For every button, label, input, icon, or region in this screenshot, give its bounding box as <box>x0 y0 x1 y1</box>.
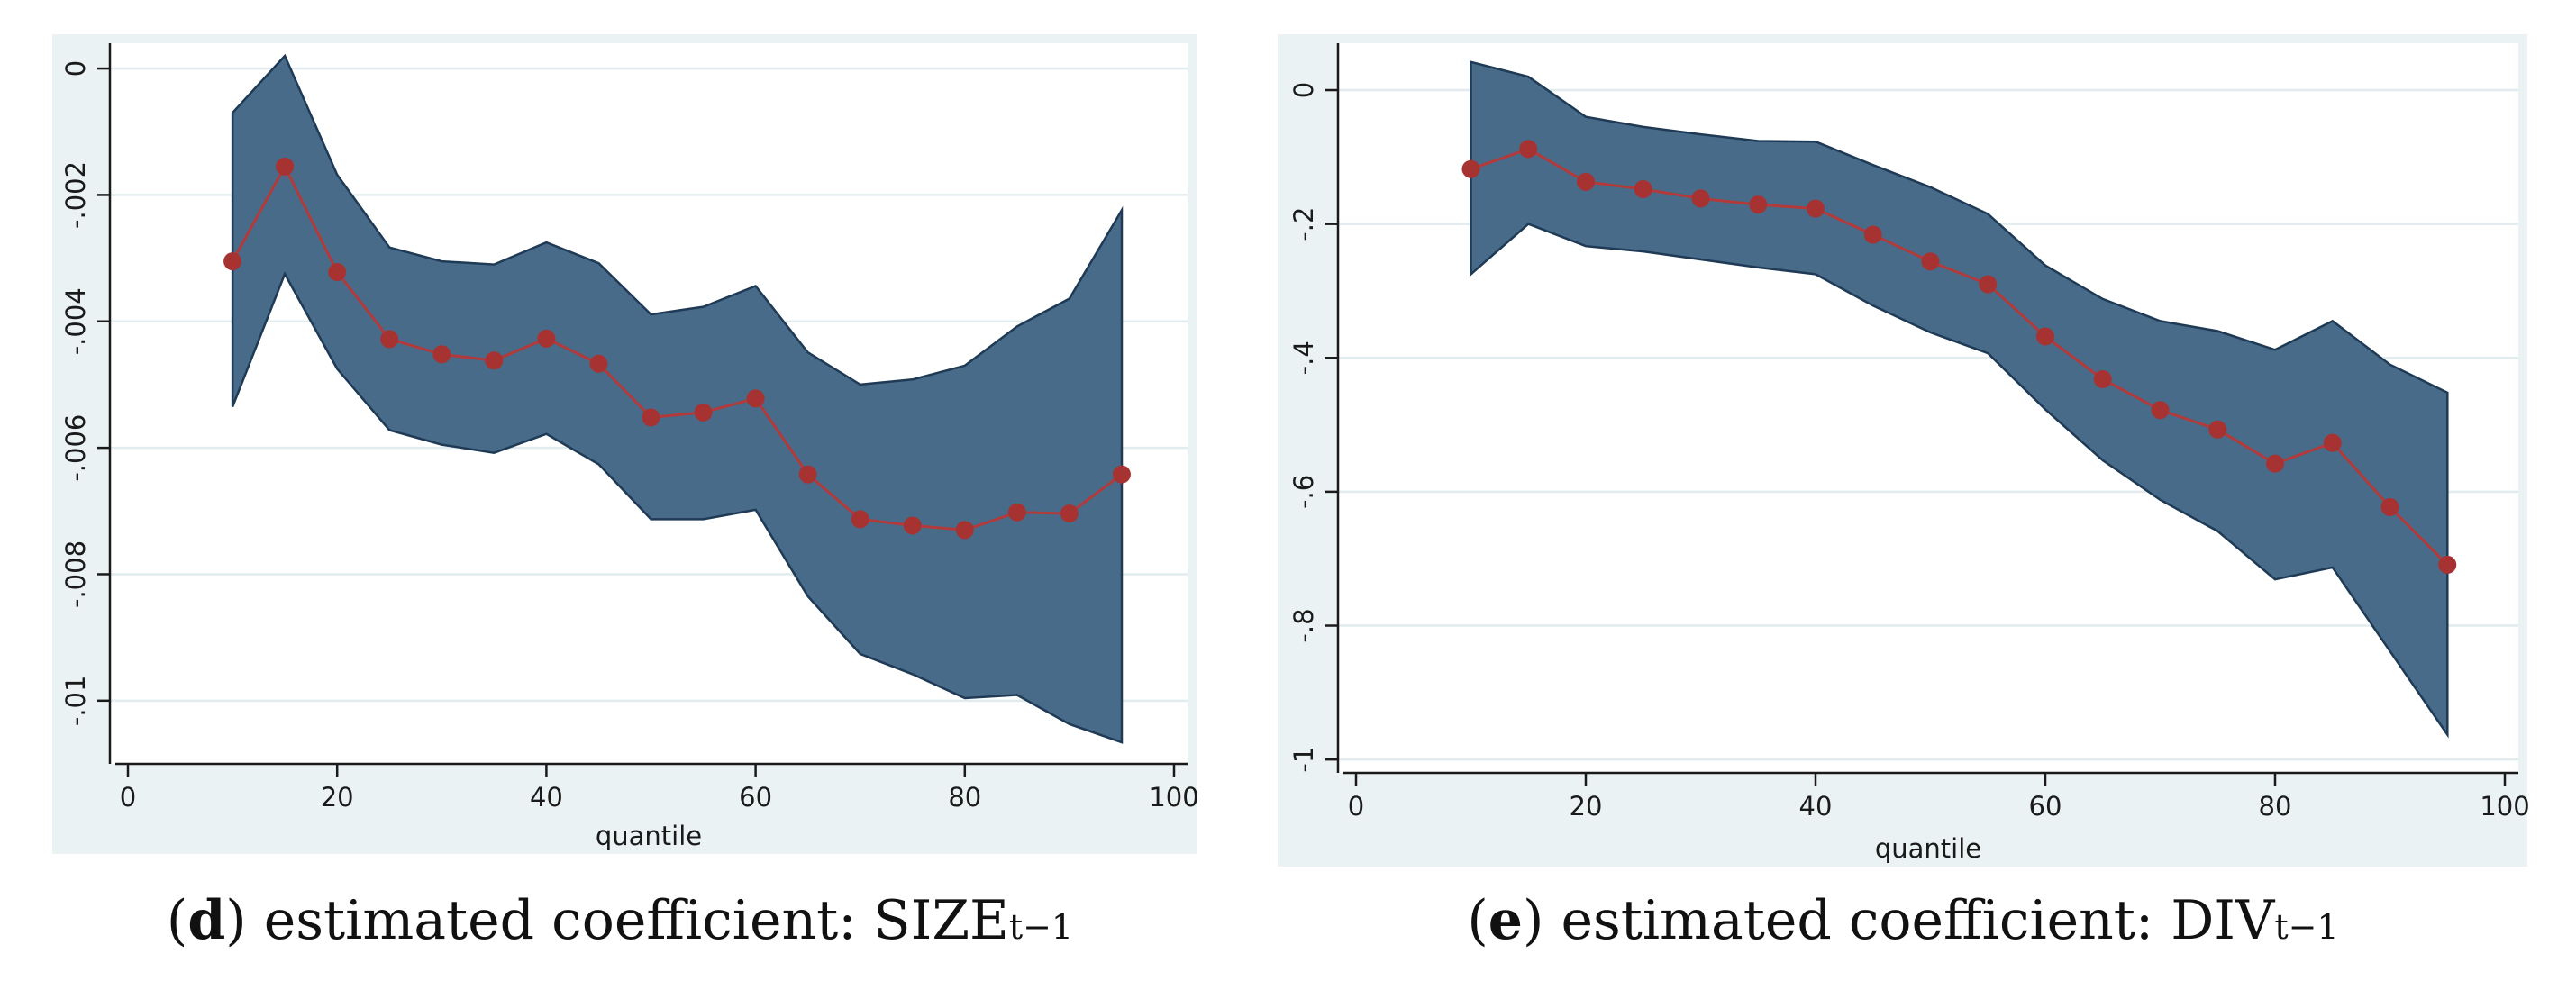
panel-e-caption-subscript: t−1 <box>2274 907 2338 947</box>
panel-e-confidence-band <box>1470 60 2449 739</box>
panel-e-x-tick-label: 80 <box>2259 791 2292 822</box>
panel-e-y-ticks: 0 -.2 -.4 -.6 -.8 -1 <box>1288 82 1338 773</box>
panel-e-point <box>1634 180 1652 198</box>
panel-d-y-tick-label: 0 <box>60 60 91 77</box>
panel-e-coefficient-line <box>1470 147 2449 566</box>
panel-d-point <box>1112 465 1131 484</box>
panel-e-point <box>2380 497 2399 516</box>
panel-e-point <box>1749 195 1768 214</box>
panel-e-x-tick-label: 60 <box>2029 791 2062 822</box>
panel-e-point <box>1979 275 1998 294</box>
panel-d-point <box>1060 504 1079 523</box>
panel-d-point <box>642 408 660 427</box>
panel-e-point <box>1863 225 1882 244</box>
panel-e-y-tick-label: -.4 <box>1288 341 1319 375</box>
panel-d-caption-paren-close: ) <box>225 889 246 952</box>
panel-e-y-tick-label: -1 <box>1288 747 1319 773</box>
panel-d-point <box>432 345 451 364</box>
panel-d-caption-subscript: t−1 <box>1009 907 1073 947</box>
panel-d-point <box>851 510 869 529</box>
panel-d-x-axis-label: quantile <box>596 821 702 851</box>
panel-d-point <box>955 521 974 540</box>
panel-e-point <box>1461 159 1480 178</box>
panel-e-point <box>2208 420 2227 439</box>
panel-e-x-tick-label: 0 <box>1348 791 1364 822</box>
panel-d-y-tick-label: -.006 <box>60 414 91 482</box>
panel-d-y-ticks: 0 -.002 -.004 -.006 -.008 -.01 <box>60 60 110 726</box>
panel-d-point <box>746 389 765 408</box>
panel-e-point <box>2266 454 2284 473</box>
panel-e-point <box>2323 433 2342 452</box>
panel-e-caption-paren-close: ) <box>1523 889 1543 952</box>
panel-e: 0 -.2 -.4 -.6 -.8 -1 0 20 40 60 80 100 quantile <box>1278 34 2530 867</box>
panel-d-caption-text: estimated coefficient: SIZE <box>247 889 1009 952</box>
panel-d-point <box>328 263 347 282</box>
panel-d-y-tick-label: -.01 <box>60 676 91 727</box>
panel-d-y-tick-label: -.008 <box>60 540 91 608</box>
panel-d-caption-letter: d <box>187 889 225 952</box>
panel-d-caption-paren-open: ( <box>167 889 187 952</box>
panel-d-confidence-band <box>231 53 1124 744</box>
panel-d-point <box>537 329 556 348</box>
panel-e-y-tick-label: -.8 <box>1288 608 1319 642</box>
panel-d-caption: (d) estimated coefficient: SIZEt−1 <box>167 889 1073 952</box>
panel-d-point <box>380 330 399 349</box>
panel-d-point <box>1007 503 1026 522</box>
panel-e-point <box>1577 172 1595 191</box>
panel-e-x-tick-label: 40 <box>1799 791 1833 822</box>
panel-e-x-ticks: 0 20 40 60 80 100 <box>1348 773 2530 822</box>
panel-d-point <box>485 351 504 370</box>
panel-e-point <box>2093 370 2112 389</box>
panel-d-x-tick-label: 80 <box>948 782 981 813</box>
panel-d-axes <box>108 43 1188 766</box>
panel-e-point <box>1921 252 1940 271</box>
panel-e-point <box>2438 555 2457 574</box>
panel-e-caption-letter: e <box>1488 889 1523 952</box>
panel-d-points <box>223 157 1131 540</box>
panel-d-x-tick-label: 40 <box>530 782 563 813</box>
panel-e-point <box>2151 401 2170 420</box>
panel-e-points <box>1461 140 2457 574</box>
panel-d-y-tick-label: -.002 <box>60 161 91 229</box>
panel-d-x-tick-label: 20 <box>321 782 354 813</box>
panel-e-y-tick-label: -.6 <box>1288 475 1319 509</box>
panel-e-x-tick-label: 20 <box>1570 791 1603 822</box>
panel-d-x-tick-label: 100 <box>1149 782 1198 813</box>
panel-d-point <box>798 465 817 484</box>
panel-e-y-tick-label: -.2 <box>1288 207 1319 241</box>
panel-e-x-axis-label: quantile <box>1875 833 1981 864</box>
panel-e-point <box>2036 327 2054 346</box>
panel-e-caption: (e) estimated coefficient: DIVt−1 <box>1467 889 2338 952</box>
panel-d-x-tick-label: 60 <box>739 782 772 813</box>
panel-e-caption-paren-open: ( <box>1467 889 1488 952</box>
panel-e-x-tick-label: 100 <box>2480 791 2529 822</box>
panel-e-axes <box>1336 43 2518 775</box>
panel-d-y-tick-label: -.004 <box>60 287 91 355</box>
panel-e-point <box>1807 199 1825 218</box>
panel-d-point <box>694 403 713 422</box>
panel-e-point <box>1519 140 1538 159</box>
panel-d-x-tick-label: 0 <box>120 782 136 813</box>
panel-d: 0 -.002 -.004 -.006 -.008 -.01 0 20 40 60 80 100 q… <box>52 34 1199 854</box>
panel-d-point <box>903 516 922 535</box>
panel-d-point <box>276 157 295 176</box>
panel-d-point <box>223 252 242 271</box>
panel-e-point <box>1691 189 1710 208</box>
panel-d-x-ticks: 0 20 40 60 80 100 <box>120 764 1199 813</box>
panel-d-point <box>589 354 608 373</box>
panel-e-y-tick-label: 0 <box>1288 82 1319 98</box>
panel-e-caption-text: estimated coefficient: DIV <box>1543 889 2276 952</box>
panel-d-coefficient-line <box>231 163 1123 531</box>
